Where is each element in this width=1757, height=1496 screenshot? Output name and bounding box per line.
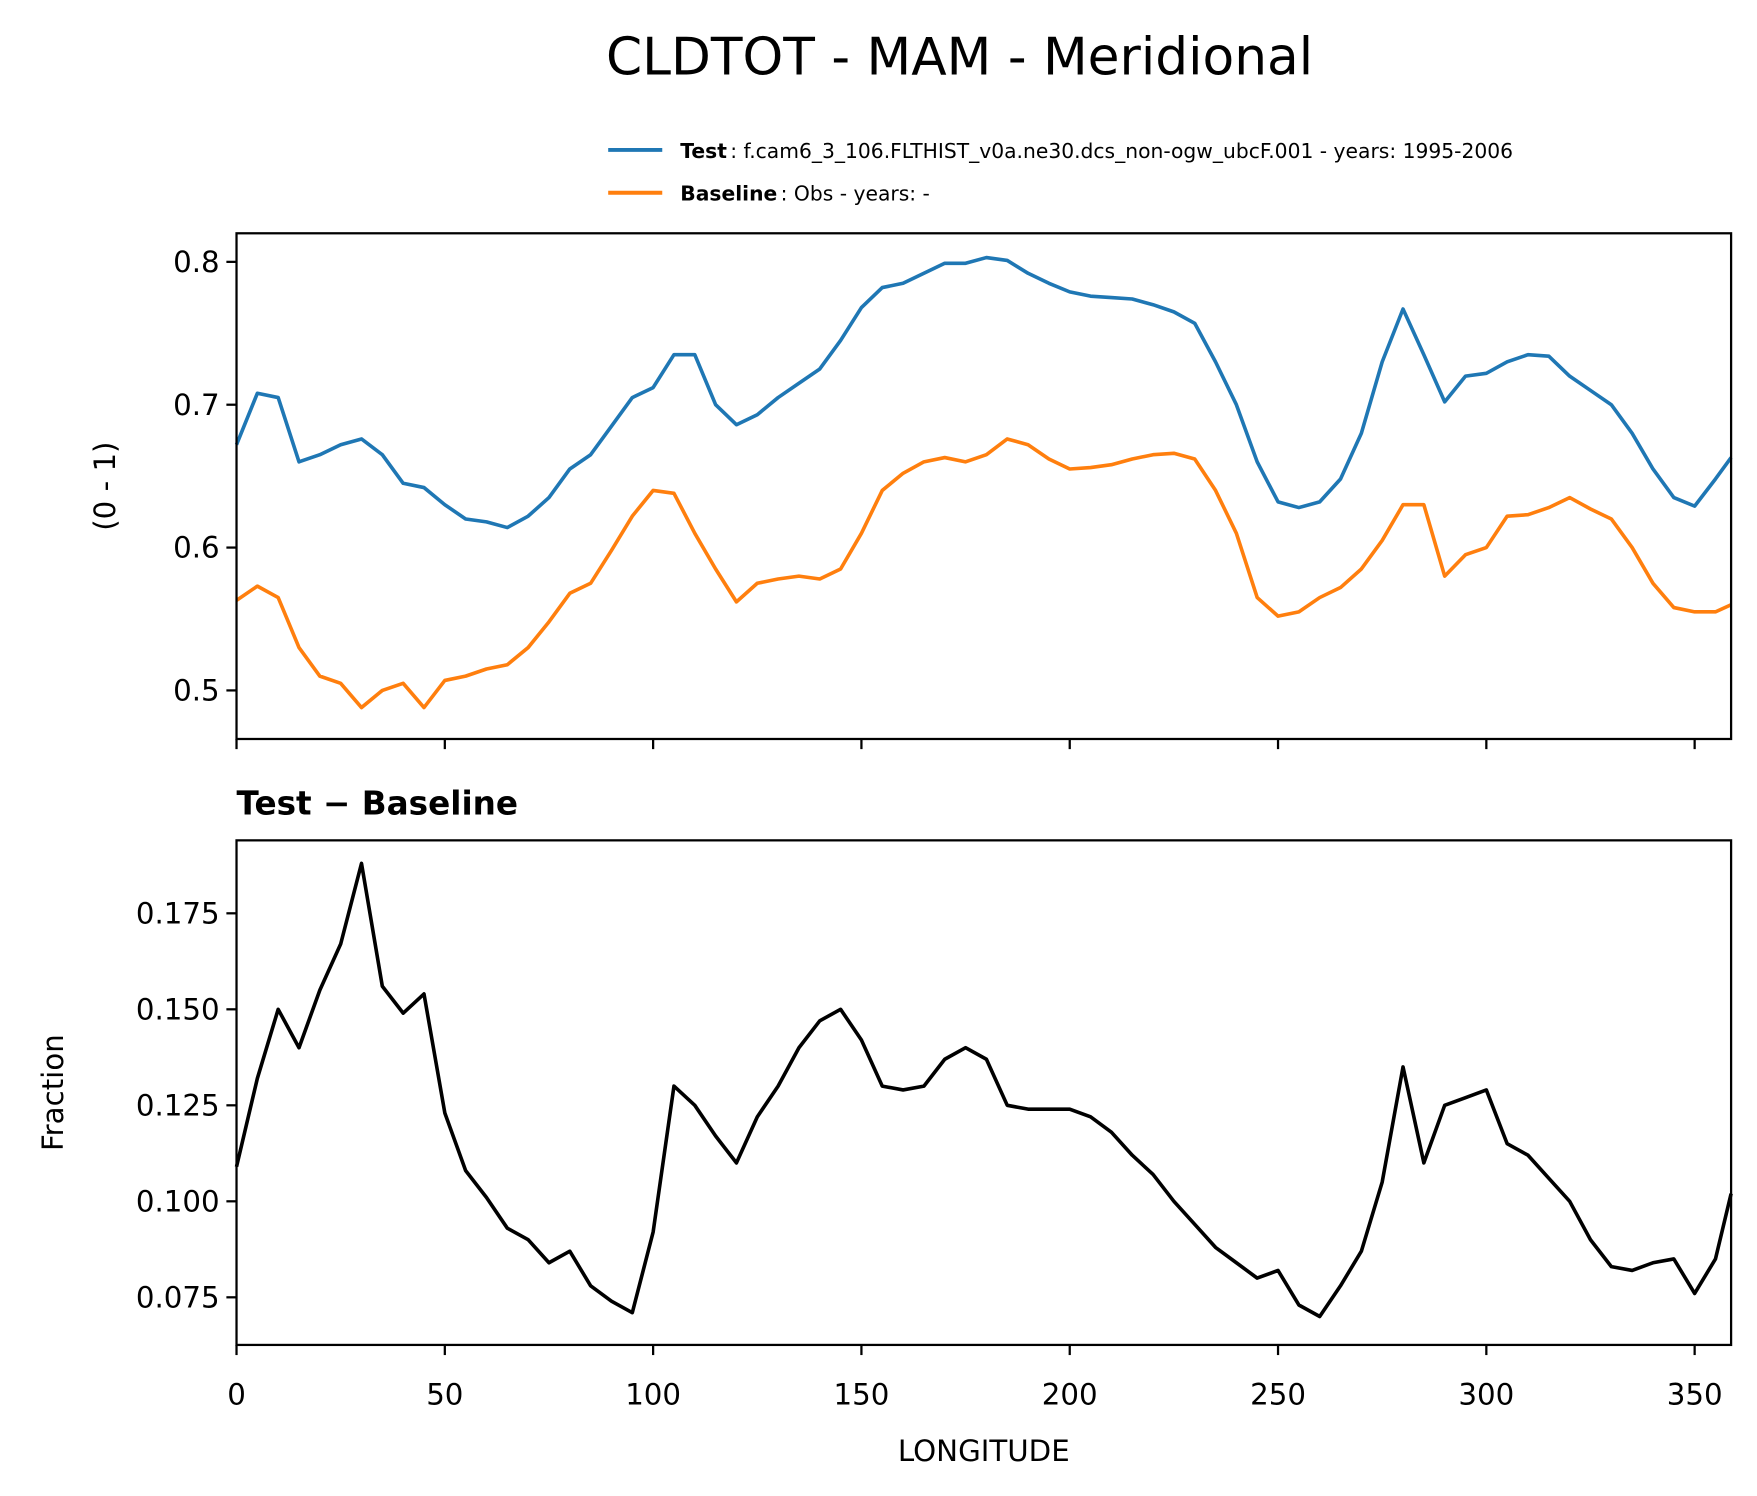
y-tick-label: 0.8: [173, 245, 220, 279]
y-axis-label: (0 - 1): [88, 442, 122, 531]
data-line: [234, 861, 1733, 1319]
chart-title: CLDTOT - MAM - Meridional: [606, 27, 1313, 87]
x-tick-label: 50: [426, 1378, 463, 1412]
y-tick-label: 0.175: [136, 896, 220, 930]
y-axis-label: Fraction: [36, 1034, 70, 1151]
y-tick-label: 0.125: [136, 1088, 220, 1122]
y-tick-label: 0.100: [136, 1184, 220, 1218]
y-tick-label: 0.150: [136, 992, 220, 1026]
legend-description: : Obs - years: -: [781, 182, 930, 206]
subplot-title: Test − Baseline: [237, 784, 519, 822]
x-tick-label: 0: [227, 1378, 246, 1412]
y-tick-label: 0.5: [173, 674, 220, 708]
legend-entry: Test: f.cam6_3_106.FLTHIST_v0a.ne30.dcs_…: [680, 139, 1513, 163]
x-tick-label: 350: [1667, 1378, 1723, 1412]
x-axis-label: LONGITUDE: [898, 1434, 1070, 1468]
legend-name: Baseline: [680, 182, 777, 206]
x-tick-label: 100: [625, 1378, 681, 1412]
y-tick-label: 0.7: [173, 388, 220, 422]
axes-frame: [235, 839, 1733, 1347]
y-tick-label: 0.075: [136, 1280, 220, 1314]
x-tick-label: 150: [833, 1378, 889, 1412]
x-tick-label: 200: [1042, 1378, 1098, 1412]
legend-description: : f.cam6_3_106.FLTHIST_v0a.ne30.dcs_non-…: [730, 139, 1513, 163]
x-tick-label: 300: [1458, 1378, 1514, 1412]
legend-entry: Baseline: Obs - years: -: [680, 182, 930, 206]
x-tick-label: 250: [1250, 1378, 1306, 1412]
axes-frame: [235, 232, 1733, 741]
data-line: [234, 255, 1733, 530]
legend-name: Test: [680, 139, 727, 163]
data-line: [235, 437, 1732, 710]
y-tick-label: 0.6: [173, 531, 220, 565]
